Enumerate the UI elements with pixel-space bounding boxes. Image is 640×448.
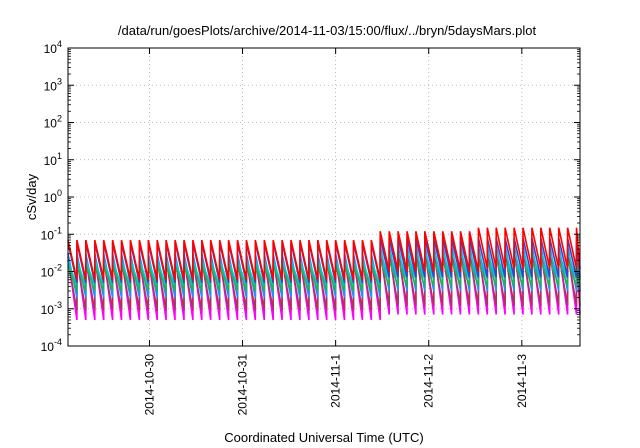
y-tick-base: 10: [44, 191, 58, 205]
x-axis-label: Coordinated Universal Time (UTC): [224, 430, 423, 445]
y-tick-base: 10: [41, 340, 55, 354]
series-line-6: [67, 227, 581, 280]
y-tick-label: 102: [44, 114, 62, 131]
y-tick-label: 10-1: [41, 225, 62, 242]
axis-ticks: [68, 47, 580, 347]
y-tick-base: 10: [41, 228, 55, 242]
series-layer: [67, 227, 581, 321]
y-tick-base: 10: [44, 42, 58, 56]
y-tick-exponent: 3: [57, 76, 62, 86]
x-tick-labels: 2014-10-30 2014-10-31 2014-11-1 2014-11-2 20…: [142, 354, 528, 416]
x-tick-label: 2014-11-3: [515, 354, 529, 408]
y-tick-exponent: -4: [54, 337, 62, 347]
y-tick-base: 10: [41, 266, 55, 280]
x-tick-label: 2014-11-1: [329, 354, 343, 408]
y-tick-exponent: -3: [54, 300, 62, 310]
chart-title: /data/run/goesPlots/archive/2014-11-03/1…: [118, 23, 537, 38]
y-tick-base: 10: [44, 154, 58, 168]
y-tick-label: 103: [44, 76, 62, 93]
y-tick-label: 10-3: [41, 300, 62, 317]
y-axis-label: cSv/day: [24, 173, 39, 220]
y-tick-exponent: 0: [57, 188, 62, 198]
y-tick-label: 101: [44, 151, 62, 168]
x-tick-label: 2014-11-2: [422, 354, 436, 408]
y-tick-label: 100: [44, 188, 62, 205]
y-tick-base: 10: [44, 117, 58, 131]
y-tick-exponent: 1: [57, 151, 62, 161]
y-tick-exponent: 4: [57, 39, 62, 49]
y-tick-exponent: -1: [54, 225, 62, 235]
y-tick-exponent: 2: [57, 114, 62, 124]
y-tick-label: 10-4: [41, 337, 62, 354]
y-tick-label: 10-2: [41, 263, 62, 280]
y-tick-label: 104: [44, 39, 62, 56]
y-tick-base: 10: [44, 79, 58, 93]
y-tick-base: 10: [41, 303, 55, 317]
x-tick-label: 2014-10-30: [142, 354, 156, 416]
y-tick-exponent: -2: [54, 263, 62, 273]
x-tick-label: 2014-10-31: [236, 354, 250, 416]
